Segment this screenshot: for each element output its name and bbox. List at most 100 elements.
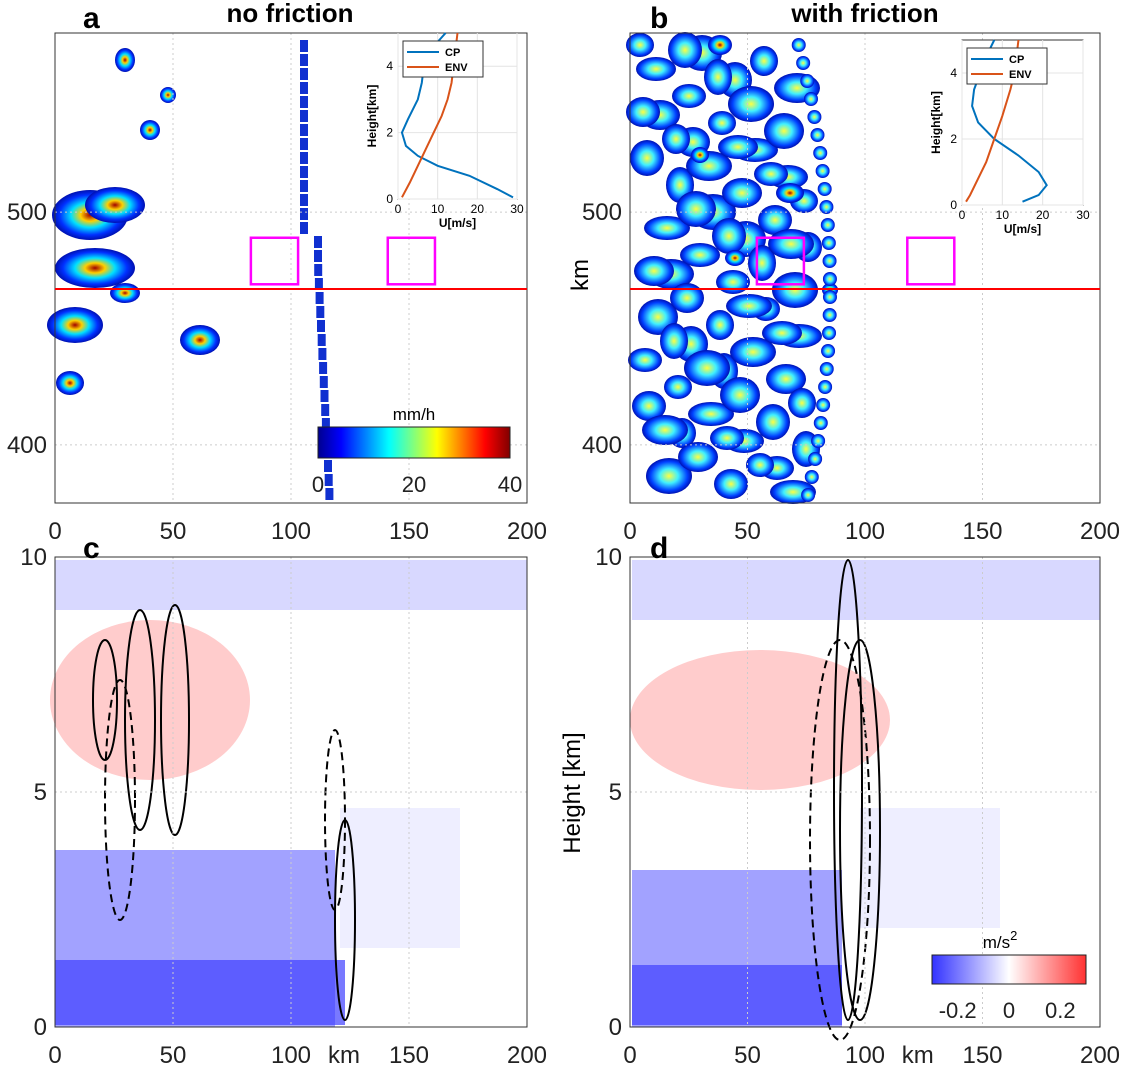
colorbar-tick: 0 — [1003, 998, 1015, 1023]
colorbar-tick: -0.2 — [939, 998, 977, 1023]
gust-front-cell — [300, 138, 308, 150]
precip-cell — [764, 113, 804, 149]
x-tick-label: 200 — [1080, 518, 1120, 545]
x-tick-label: 50 — [160, 518, 187, 545]
gust-front-cell — [319, 376, 328, 388]
precip-cell — [670, 283, 704, 313]
gust-front-cell — [820, 218, 835, 232]
x-axis-unit: km — [902, 1042, 934, 1065]
y-tick-label: 10 — [20, 544, 47, 571]
gust-front-cell — [819, 200, 834, 214]
gust-front-cell — [314, 250, 322, 262]
axes-frame-d — [629, 556, 1101, 1028]
gust-front-cell — [314, 264, 323, 276]
y-tick-label: 5 — [34, 779, 47, 806]
precip-cell — [756, 404, 790, 440]
x-tick-label: 50 — [734, 1042, 761, 1065]
colorbar-tick: 0.2 — [1045, 998, 1076, 1023]
precip-cell — [634, 256, 674, 286]
gust-front-cell — [324, 474, 333, 486]
x-tick-label: 50 — [734, 518, 761, 545]
x-tick-label: 100 — [271, 518, 311, 545]
precip-cell — [725, 250, 745, 266]
gust-front-cell — [317, 334, 326, 346]
precip-cell — [676, 191, 716, 227]
precip-cell — [140, 120, 160, 140]
contour-positive — [92, 639, 118, 761]
precip-cell — [730, 337, 776, 367]
inset-x-tick: 20 — [1036, 208, 1050, 222]
precip-cell — [722, 178, 762, 208]
negative-field — [340, 808, 460, 948]
gust-front-cell — [320, 390, 329, 402]
gust-front-cell — [796, 56, 811, 70]
x-tick-label: 150 — [389, 1042, 429, 1065]
colorbar-tick: 40 — [498, 472, 522, 497]
precip-cell — [720, 377, 760, 413]
gust-front-cell — [319, 362, 328, 374]
gust-front-cell — [316, 306, 325, 318]
gust-front-cell — [300, 194, 308, 206]
inset-xlabel: U[m/s] — [1004, 222, 1041, 236]
inset-ylabel: Height[km] — [929, 91, 943, 154]
y-tick-label: 500 — [582, 199, 622, 226]
y-tick-label: 10 — [595, 544, 622, 571]
gust-front-cell — [300, 110, 308, 122]
inset-y-tick: 2 — [950, 132, 957, 146]
inset-y-tick: 4 — [386, 59, 393, 73]
gust-front-cell — [822, 308, 837, 322]
gust-front-cell — [822, 326, 837, 340]
x-tick-label: 0 — [48, 1042, 61, 1065]
y-tick-label: 400 — [7, 432, 47, 459]
gust-front-cell — [817, 182, 832, 196]
precip-cell — [708, 35, 732, 55]
x-tick-label: 200 — [507, 518, 547, 545]
precip-cell — [56, 371, 84, 395]
precip-cell — [680, 243, 720, 267]
precip-cell — [748, 245, 776, 281]
precip-cell — [776, 183, 804, 203]
gust-front-cell — [315, 292, 324, 304]
x-tick-label: 50 — [160, 1042, 187, 1065]
negative-field — [632, 560, 1100, 620]
panel-label-d: d — [650, 532, 668, 565]
panel-label-c: c — [83, 532, 100, 565]
precip-cell — [772, 272, 818, 308]
precip-cell — [55, 248, 135, 288]
ylabel-b: km — [567, 259, 594, 291]
sample-box — [755, 236, 806, 286]
inset-x-tick: 30 — [1076, 208, 1090, 222]
gust-front-cell — [822, 254, 837, 268]
gust-front-cell — [300, 96, 308, 108]
colorbar-d — [931, 954, 1087, 985]
gust-front-cell — [813, 146, 828, 160]
gust-front-cell — [791, 38, 806, 52]
gust-front-cell — [818, 380, 833, 394]
gust-front-cell — [300, 68, 308, 80]
negative-field — [632, 965, 842, 1025]
x-tick-label: 200 — [507, 1042, 547, 1065]
gust-front-cell — [314, 278, 323, 290]
positive-field — [630, 650, 890, 790]
inset-y-tick: 0 — [950, 198, 957, 212]
precip-cell — [754, 162, 788, 186]
inset-x-tick: 10 — [431, 202, 445, 216]
title-a: no friction — [226, 0, 353, 28]
precip-cell — [746, 453, 774, 477]
precip-cell — [47, 307, 103, 343]
precip-cell — [678, 442, 718, 472]
contour-positive — [160, 604, 190, 836]
precip-cell — [688, 402, 734, 426]
gust-front-cell — [300, 82, 308, 94]
gust-front-cell — [822, 272, 837, 286]
gust-front-cell — [300, 54, 308, 66]
gust-front-cell — [816, 398, 831, 412]
gust-front-cell — [813, 416, 828, 430]
precip-cell — [632, 391, 666, 421]
colorbar-tick: 0 — [312, 472, 324, 497]
gust-front-cell — [325, 488, 334, 500]
gust-front-cell — [804, 470, 819, 484]
precip-cell — [160, 87, 176, 103]
precip-cell — [628, 348, 662, 372]
